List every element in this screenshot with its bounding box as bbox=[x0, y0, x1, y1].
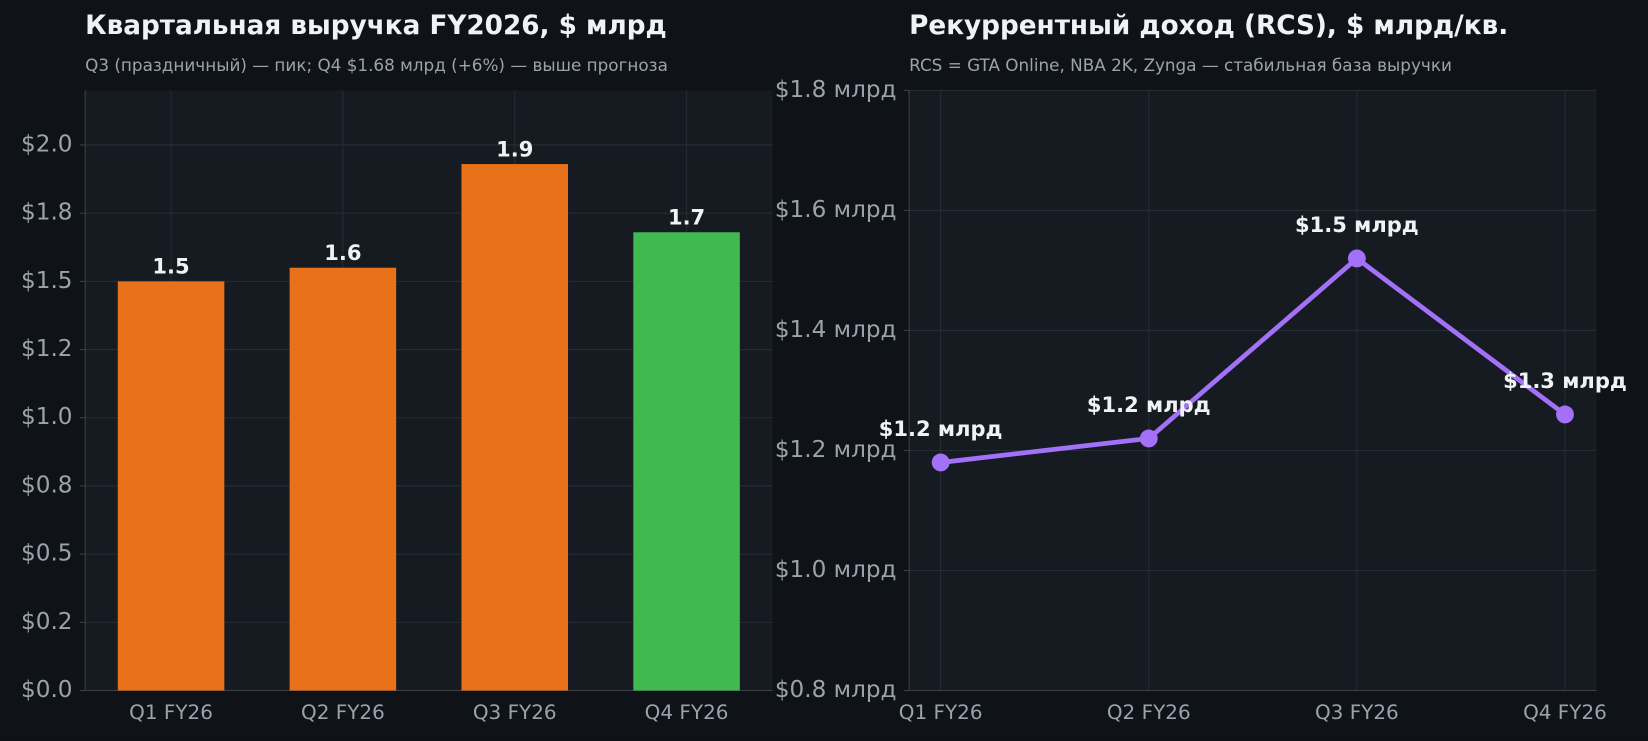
x-tick-label: Q1 FY26 bbox=[129, 700, 213, 724]
x-tick-label: Q3 FY26 bbox=[1315, 700, 1399, 724]
point bbox=[1347, 249, 1366, 268]
data-label: 1.5 bbox=[152, 254, 189, 279]
y-tick-label: $1.4 млрд bbox=[775, 317, 897, 343]
data-label: $1.2 млрд bbox=[879, 416, 1003, 441]
x-tick-label: Q2 FY26 bbox=[301, 700, 385, 724]
data-label: $1.3 млрд bbox=[1503, 368, 1627, 393]
chart-title: Рекуррентный доход (RCS), $ млрд/кв. bbox=[909, 11, 1508, 41]
chart-subtitle: RCS = GTA Online, NBA 2K, Zynga — стабил… bbox=[909, 55, 1452, 75]
point bbox=[1139, 429, 1158, 448]
bar bbox=[289, 267, 397, 691]
y-tick-label: $1.2 bbox=[21, 336, 72, 362]
bar bbox=[461, 164, 569, 691]
y-tick-label: $0.5 bbox=[21, 541, 72, 567]
y-tick-label: $0.2 bbox=[21, 609, 72, 635]
y-tick-label: $0.0 bbox=[21, 677, 72, 703]
bar bbox=[117, 281, 225, 691]
y-tick-label: $2.0 bbox=[21, 131, 72, 157]
y-tick-label: $1.6 млрд bbox=[775, 197, 897, 223]
line bbox=[940, 256, 1567, 465]
y-tick-label: $0.8 bbox=[21, 472, 72, 498]
data-label: $1.2 млрд bbox=[1087, 392, 1211, 417]
x-tick-label: Q4 FY26 bbox=[645, 700, 729, 724]
data-label: 1.7 bbox=[668, 205, 705, 230]
x-tick-label: Q3 FY26 bbox=[473, 700, 557, 724]
y-tick-label: $1.5 bbox=[21, 268, 72, 294]
x-tick-label: Q4 FY26 bbox=[1523, 700, 1607, 724]
point bbox=[931, 453, 950, 472]
y-tick-label: $1.8 млрд bbox=[775, 77, 897, 103]
data-label: 1.9 bbox=[496, 136, 533, 161]
point bbox=[1556, 405, 1574, 424]
plot-area bbox=[909, 90, 1597, 691]
data-label: 1.6 bbox=[324, 240, 361, 265]
y-tick-label: $1.2 млрд bbox=[775, 437, 897, 463]
y-tick-label: $0.8 млрд bbox=[775, 677, 897, 703]
y-tick-label: $1.0 млрд bbox=[775, 557, 897, 583]
y-tick-label: $1.8 bbox=[21, 200, 72, 226]
chart-subtitle: Q3 (праздничный) — пик; Q4 $1.68 млрд (+… bbox=[85, 55, 668, 75]
y-tick-label: $1.0 bbox=[21, 404, 72, 430]
x-tick-label: Q1 FY26 bbox=[899, 700, 983, 724]
bar bbox=[633, 232, 740, 691]
x-tick-label: Q2 FY26 bbox=[1107, 700, 1191, 724]
data-label: $1.5 млрд bbox=[1295, 212, 1419, 237]
chart-title: Квартальная выручка FY2026, $ млрд bbox=[85, 11, 667, 41]
